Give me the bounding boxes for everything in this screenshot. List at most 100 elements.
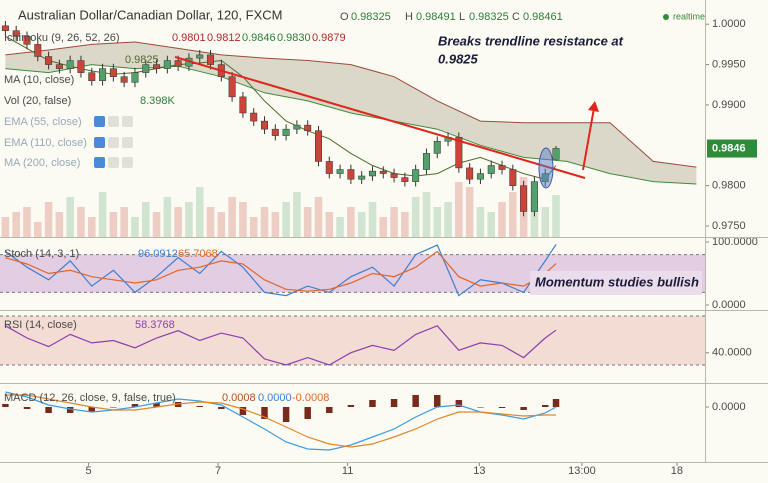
study-value: 0.9812 — [207, 32, 241, 44]
histogram-bar — [239, 407, 247, 415]
histogram-bar — [45, 407, 52, 413]
candle-body — [487, 165, 495, 174]
study-value: 96.0912 — [138, 248, 178, 260]
chart-title: Australian Dollar/Canadian Dollar, 120, … — [18, 7, 282, 22]
icon[interactable] — [108, 137, 119, 148]
annotation: Momentum studies bullish — [535, 274, 699, 289]
volume-bar — [66, 197, 74, 237]
candle-body — [368, 170, 376, 177]
study-name: RSI (14, close) — [4, 319, 77, 331]
candle-body — [109, 68, 117, 77]
volume-bar — [195, 187, 204, 237]
candle-body — [66, 60, 74, 69]
icon[interactable] — [122, 116, 133, 127]
candle-body — [131, 72, 139, 83]
volume-bar — [379, 217, 388, 237]
volume-bar — [465, 187, 474, 237]
histogram-bar — [304, 407, 311, 419]
histogram-bar — [110, 407, 117, 408]
histogram-bar — [326, 407, 333, 413]
study-value: 8.398K — [140, 95, 176, 107]
candle-body — [23, 36, 31, 45]
volume-bar — [498, 202, 506, 237]
icon[interactable] — [94, 116, 105, 127]
candle-body — [55, 64, 63, 69]
icon[interactable] — [108, 116, 119, 127]
candle-body — [271, 128, 279, 136]
histogram-bar — [131, 404, 139, 407]
study-name: MACD (12, 26, close, 9, false, true) — [4, 392, 176, 404]
candle-body — [509, 169, 517, 186]
ohlc-label: L — [459, 11, 465, 23]
candle-body — [228, 76, 236, 98]
volume-bar — [141, 202, 150, 237]
candle-body — [196, 54, 204, 59]
y-tick-label: 0.9900 — [712, 99, 746, 111]
cloud-span-a — [5, 41, 697, 168]
volume-bar — [98, 192, 107, 237]
volume-bar — [239, 202, 247, 237]
ohlc-value: 0.98491 — [416, 11, 456, 23]
icon[interactable] — [108, 157, 119, 168]
candle-body — [88, 72, 96, 81]
histogram-bar — [196, 406, 203, 407]
volume-bar — [87, 217, 96, 237]
volume-bar — [217, 212, 226, 237]
volume-bar — [303, 207, 312, 237]
volume-bar — [163, 197, 172, 237]
study-name: EMA (55, close) — [4, 116, 82, 128]
candle-body — [34, 44, 42, 57]
candle-body — [412, 169, 420, 182]
study-value: 0.9801 — [172, 32, 206, 44]
histogram-bar — [552, 399, 560, 407]
volume-bar — [357, 212, 366, 237]
volume-bar — [368, 202, 377, 237]
annotation-box — [530, 271, 702, 295]
candle-body — [120, 76, 128, 83]
volume-bar — [23, 207, 31, 237]
volume-bar — [109, 212, 118, 237]
x-tick-label: 7 — [215, 465, 221, 477]
volume-bar — [541, 207, 549, 237]
candle-body — [433, 141, 441, 154]
annotation: 0.9825 — [438, 51, 479, 66]
candle-body — [379, 170, 387, 174]
candle-body — [239, 96, 247, 114]
candle-body — [347, 169, 355, 180]
candle-body — [77, 60, 85, 73]
histogram-bar — [498, 407, 506, 408]
study-icons — [94, 116, 133, 168]
volume-bar — [120, 207, 128, 237]
icon[interactable] — [122, 137, 133, 148]
icon[interactable] — [94, 157, 105, 168]
icon[interactable] — [122, 157, 133, 168]
series-line — [5, 244, 557, 297]
ma-line — [5, 35, 557, 180]
study-value: 0.9879 — [312, 32, 346, 44]
trendline — [174, 56, 586, 179]
histogram-bar — [369, 400, 376, 407]
volume-bar — [1, 217, 10, 237]
volume-bar — [530, 197, 539, 237]
volume-bar — [336, 217, 344, 237]
candle-body — [293, 124, 301, 130]
volume-bar — [34, 222, 42, 237]
candle-body — [250, 112, 258, 122]
volume-bar — [509, 192, 517, 237]
arrow — [582, 107, 595, 171]
study-value: 0.9830 — [277, 32, 311, 44]
x-tick-label: 13:00 — [568, 465, 596, 477]
candle-body — [358, 175, 366, 180]
volume-bar — [487, 212, 496, 237]
candle-body — [422, 153, 430, 170]
plot-layer: 1.0000 0.9950 0.9900 0.9800 0.9750 0.9846 5 7 11… — [0, 18, 758, 477]
price-box — [707, 139, 757, 158]
icon[interactable] — [94, 137, 105, 148]
candle-body — [163, 60, 171, 69]
volume-bar — [282, 202, 290, 237]
histogram-bar — [541, 405, 549, 407]
histogram-bar — [218, 407, 225, 409]
candle-body — [99, 68, 107, 81]
y-tick-label: 0.9800 — [712, 180, 746, 192]
